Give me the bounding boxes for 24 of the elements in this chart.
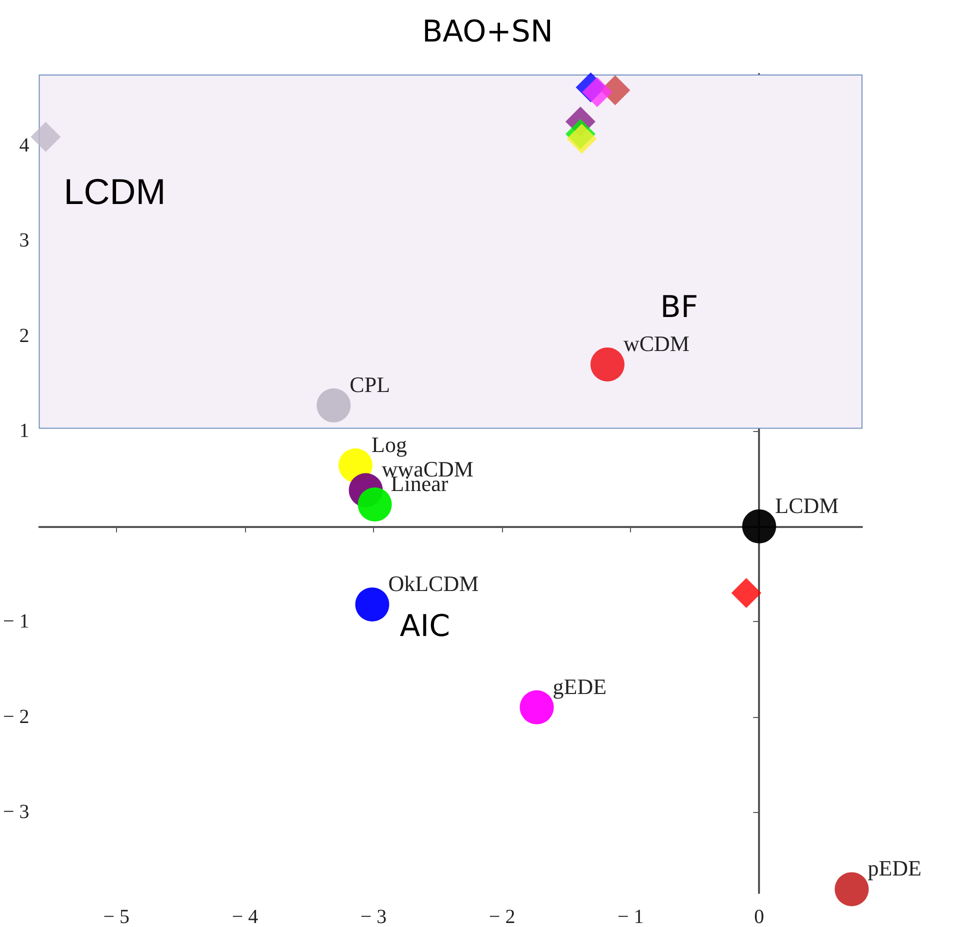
y-tick-label: 4 [19, 134, 30, 156]
y-tick-label: − 1 [3, 610, 30, 633]
annotation: gEDE [552, 674, 607, 699]
y-tick-label: 1 [19, 420, 30, 442]
annotation: pEDE [868, 856, 922, 881]
annotation: CPL [350, 372, 390, 397]
y-tick-label: 3 [19, 230, 30, 252]
x-tick-label: − 3 [360, 906, 387, 927]
chart-title: BAO+SN [422, 14, 553, 50]
x-tick-label: − 4 [232, 906, 258, 927]
band-label: LCDM [64, 171, 166, 212]
annotation: Log [372, 432, 407, 457]
y-tick-label: − 3 [3, 801, 30, 824]
y-tick-label: − 2 [3, 706, 30, 728]
x-axis-title: AIC [400, 608, 450, 644]
y-axis-title: BF [660, 290, 698, 325]
annotation: OkLCDM [388, 570, 479, 596]
x-tick-label: − 2 [488, 906, 516, 927]
annotation: LCDM [775, 492, 839, 518]
annotation: wCDM [623, 330, 690, 356]
x-tick-label: − 1 [617, 906, 644, 927]
x-tick-label: − 5 [103, 906, 130, 927]
x-tick-label: 0 [754, 906, 764, 927]
y-tick-label: 2 [19, 324, 30, 347]
